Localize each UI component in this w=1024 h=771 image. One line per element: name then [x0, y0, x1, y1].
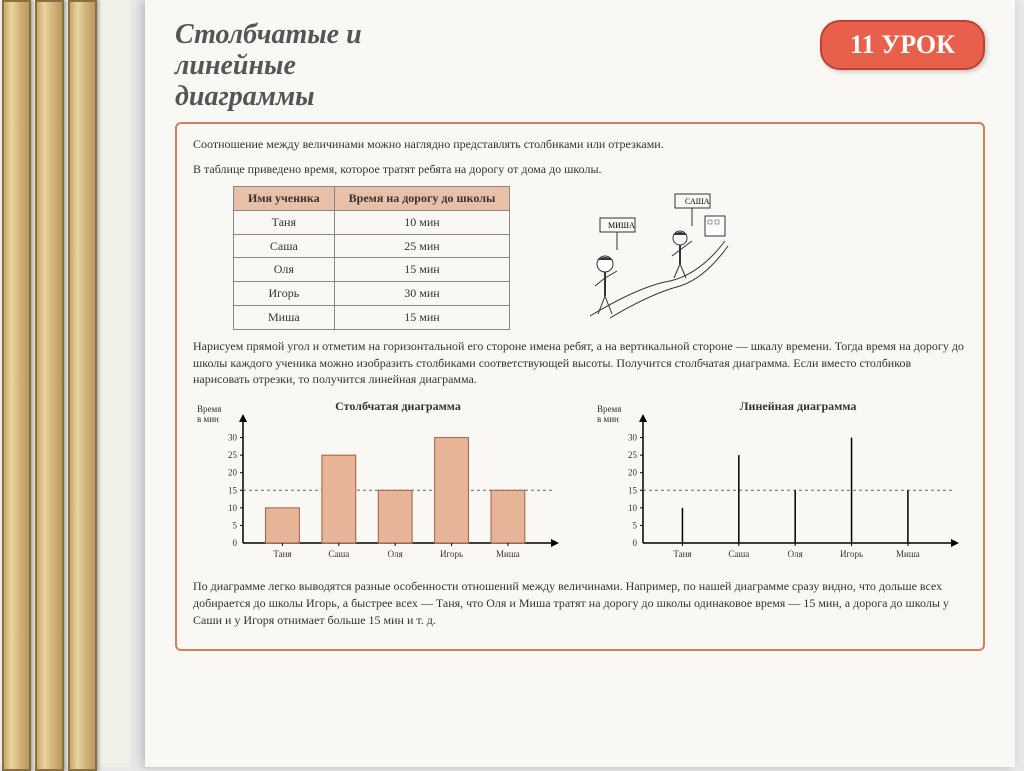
- svg-text:20: 20: [628, 468, 638, 478]
- cell-name: Игорь: [234, 282, 335, 306]
- svg-text:Таня: Таня: [273, 549, 291, 559]
- final-paragraph: По диаграмме легко выводятся разные особ…: [193, 578, 967, 628]
- content-box: Соотношение между величинами можно нагля…: [175, 122, 985, 650]
- page-title: Столбчатые и линейные диаграммы: [175, 20, 362, 112]
- svg-text:в мин: в мин: [197, 414, 219, 424]
- bar-chart-svg: Столбчатая диаграмма Времяв мин 5 10 15 20 25 3…: [193, 398, 563, 568]
- table-row: Миша15 мин: [234, 305, 510, 329]
- intro-paragraph-2: В таблице приведено время, которое тратя…: [193, 161, 967, 178]
- svg-text:Миша: Миша: [496, 549, 520, 559]
- bar-chart: Столбчатая диаграмма Времяв мин 5 10 15 20 25 3…: [193, 398, 563, 568]
- svg-text:Столбчатая диаграмма: Столбчатая диаграмма: [335, 399, 461, 413]
- data-table: Имя ученика Время на дорогу до школы Тан…: [233, 186, 510, 330]
- svg-text:Время: Время: [197, 404, 221, 414]
- svg-text:Саша: Саша: [328, 549, 349, 559]
- svg-text:25: 25: [628, 450, 638, 460]
- lesson-badge: 11 УРОК: [820, 20, 985, 70]
- cell-name: Оля: [234, 258, 335, 282]
- middle-paragraph: Нарисуем прямой угол и отметим на горизо…: [193, 338, 967, 388]
- cell-time: 15 мин: [334, 258, 510, 282]
- svg-text:20: 20: [228, 468, 238, 478]
- svg-text:Саша: Саша: [728, 549, 749, 559]
- svg-text:30: 30: [228, 433, 238, 443]
- svg-text:Миша: Миша: [896, 549, 920, 559]
- svg-text:Оля: Оля: [788, 549, 803, 559]
- svg-text:10: 10: [228, 503, 238, 513]
- illustration: САША МИША: [550, 186, 730, 326]
- col-header-time: Время на дорогу до школы: [334, 186, 510, 210]
- textbook-page: Столбчатые и линейные диаграммы 11 УРОК …: [145, 0, 1015, 767]
- line-chart: Линейная диаграмма Времяв мин 5 10 15 20 25 30 0…: [593, 398, 963, 568]
- svg-text:Игорь: Игорь: [840, 549, 863, 559]
- page-header: Столбчатые и линейные диаграммы 11 УРОК: [175, 20, 985, 112]
- cell-time: 10 мин: [334, 210, 510, 234]
- table-row: Саша25 мин: [234, 234, 510, 258]
- svg-text:Время: Время: [597, 404, 621, 414]
- svg-text:10: 10: [628, 503, 638, 513]
- cell-name: Миша: [234, 305, 335, 329]
- table-row: Игорь30 мин: [234, 282, 510, 306]
- book-spine: [0, 0, 130, 767]
- svg-text:0: 0: [633, 538, 638, 548]
- table-header-row: Имя ученика Время на дорогу до школы: [234, 186, 510, 210]
- cell-name: Саша: [234, 234, 335, 258]
- svg-text:Линейная диаграмма: Линейная диаграмма: [740, 399, 857, 413]
- svg-text:0: 0: [233, 538, 238, 548]
- table-row: Таня10 мин: [234, 210, 510, 234]
- svg-text:в мин: в мин: [597, 414, 619, 424]
- col-header-name: Имя ученика: [234, 186, 335, 210]
- table-row: Оля15 мин: [234, 258, 510, 282]
- svg-text:25: 25: [228, 450, 238, 460]
- svg-text:5: 5: [233, 521, 238, 531]
- svg-text:15: 15: [628, 485, 638, 495]
- sign-misha-label: МИША: [608, 221, 635, 230]
- title-line-2: линейные: [175, 51, 362, 82]
- title-line-3: диаграммы: [175, 82, 362, 113]
- charts-row: Столбчатая диаграммаВремяв мин5101520253…: [193, 398, 967, 568]
- svg-text:15: 15: [228, 485, 238, 495]
- title-line-1: Столбчатые и: [175, 20, 362, 51]
- cell-time: 15 мин: [334, 305, 510, 329]
- svg-text:5: 5: [633, 521, 638, 531]
- line-chart-svg: Линейная диаграмма Времяв мин 5 10 15 20 25 30 0…: [593, 398, 963, 568]
- cell-time: 30 мин: [334, 282, 510, 306]
- svg-text:Оля: Оля: [388, 549, 403, 559]
- cell-time: 25 мин: [334, 234, 510, 258]
- svg-text:30: 30: [628, 433, 638, 443]
- cell-name: Таня: [234, 210, 335, 234]
- svg-text:Игорь: Игорь: [440, 549, 463, 559]
- sign-sasha-label: САША: [685, 197, 710, 206]
- intro-paragraph-1: Соотношение между величинами можно нагля…: [193, 136, 967, 153]
- svg-text:Таня: Таня: [673, 549, 691, 559]
